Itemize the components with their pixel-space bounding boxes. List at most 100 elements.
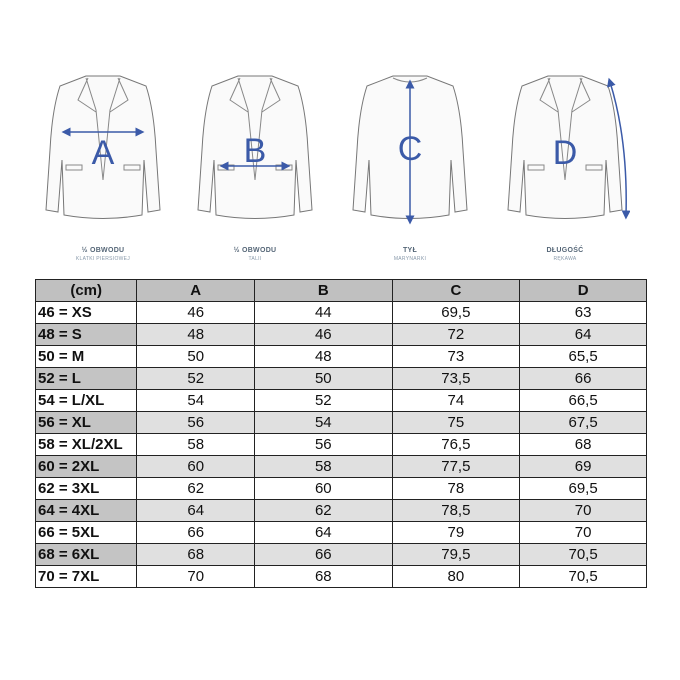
value-cell: 72 [391, 323, 521, 346]
size-cell: 48 = S [34, 323, 138, 346]
value-cell: 74 [391, 389, 521, 412]
table-row: 54 = L/XL 54 52 74 66,5 [34, 389, 647, 412]
value-cell: 77,5 [391, 455, 521, 478]
value-cell: 44 [254, 301, 393, 324]
pocket [585, 164, 603, 171]
column-header: D [519, 279, 647, 302]
value-cell: 64 [136, 499, 256, 522]
value-cell: 78 [391, 477, 521, 500]
measure-letter: A [92, 134, 115, 172]
value-cell: 58 [136, 433, 256, 456]
jacket-figure-c: C [345, 70, 475, 230]
lapel [229, 77, 281, 181]
figure-subtitle: TALII [248, 256, 262, 262]
value-cell: 79 [391, 521, 521, 544]
jacket-drawing: B [197, 75, 313, 219]
jacket-figure-a: A [38, 70, 168, 230]
table-row: 64 = 4XL 64 62 78,5 70 [34, 499, 647, 522]
figure-subtitle: KLATKI PIERSIOWEJ [75, 256, 131, 262]
value-cell: 58 [254, 455, 393, 478]
measure-letter: C [398, 130, 423, 168]
value-cell: 50 [254, 367, 393, 390]
lapel [539, 77, 591, 181]
value-cell: 68 [254, 565, 393, 588]
lapel [77, 77, 129, 181]
column-header: B [254, 279, 393, 302]
figure-label: ½ OBWODU KLATKI PIERSIOWEJ [33, 247, 173, 262]
value-cell: 69 [519, 455, 647, 478]
table-row: 56 = XL 56 54 75 67,5 [34, 411, 647, 434]
figure-label: ½ OBWODU TALII [185, 247, 325, 262]
value-cell: 46 [136, 301, 256, 324]
size-cell: 56 = XL [34, 411, 138, 434]
value-cell: 54 [136, 389, 256, 412]
table-row: 48 = S 48 46 72 64 [34, 323, 647, 346]
size-cell: 58 = XL/2XL [34, 433, 138, 456]
value-cell: 52 [254, 389, 393, 412]
figure-label: TYŁ MARYNARKI [340, 247, 480, 262]
size-cell: 52 = L [34, 367, 138, 390]
value-cell: 76,5 [391, 433, 521, 456]
table-row: 52 = L 52 50 73,5 66 [34, 367, 647, 390]
table-row: 58 = XL/2XL 58 56 76,5 68 [34, 433, 647, 456]
jacket-figure-b: B [190, 70, 320, 230]
value-cell: 70 [136, 565, 256, 588]
table-row: 46 = XS 46 44 69,5 63 [34, 301, 647, 324]
value-cell: 48 [254, 345, 393, 368]
table-row: 70 = 7XL 70 68 80 70,5 [34, 565, 647, 588]
value-cell: 62 [254, 499, 393, 522]
measure-arrow [607, 77, 631, 220]
value-cell: 64 [519, 323, 647, 346]
size-cell: 50 = M [34, 345, 138, 368]
table-row: 66 = 5XL 66 64 79 70 [34, 521, 647, 544]
value-cell: 46 [254, 323, 393, 346]
value-cell: 60 [136, 455, 256, 478]
column-header: (cm) [34, 279, 138, 302]
size-cell: 68 = 6XL [34, 543, 138, 566]
value-cell: 67,5 [519, 411, 647, 434]
figure-title: ½ OBWODU [233, 247, 277, 254]
size-cell: 70 = 7XL [34, 565, 138, 588]
size-cell: 60 = 2XL [34, 455, 138, 478]
value-cell: 79,5 [391, 543, 521, 566]
size-cell: 62 = 3XL [34, 477, 138, 500]
value-cell: 69,5 [519, 477, 647, 500]
value-cell: 78,5 [391, 499, 521, 522]
pocket [527, 164, 545, 171]
value-cell: 66 [136, 521, 256, 544]
table-row: 68 = 6XL 68 66 79,5 70,5 [34, 543, 647, 566]
figure-label: DŁUGOŚĆ RĘKAWA [495, 247, 635, 262]
value-cell: 66 [254, 543, 393, 566]
value-cell: 70 [519, 499, 647, 522]
figure-title: TYŁ [402, 247, 418, 254]
value-cell: 48 [136, 323, 256, 346]
jacket-drawing: A [45, 75, 161, 219]
figure-subtitle: MARYNARKI [393, 256, 427, 262]
value-cell: 52 [136, 367, 256, 390]
value-cell: 56 [136, 411, 256, 434]
header-row: (cm) A B C D [34, 279, 647, 302]
jacket-figure-d: D [500, 70, 631, 230]
jacket-drawing: C [352, 75, 468, 225]
column-header: A [136, 279, 256, 302]
value-cell: 64 [254, 521, 393, 544]
value-cell: 66,5 [519, 389, 647, 412]
value-cell: 70 [519, 521, 647, 544]
size-cell: 46 = XS [34, 301, 138, 324]
table-row: 50 = M 50 48 73 65,5 [34, 345, 647, 368]
value-cell: 80 [391, 565, 521, 588]
figure-title: DŁUGOŚĆ [546, 247, 584, 254]
value-cell: 70,5 [519, 543, 647, 566]
figure-subtitle: RĘKAWA [553, 256, 577, 262]
value-cell: 54 [254, 411, 393, 434]
pocket [65, 164, 83, 171]
value-cell: 68 [136, 543, 256, 566]
pocket [123, 164, 141, 171]
table-row: 60 = 2XL 60 58 77,5 69 [34, 455, 647, 478]
value-cell: 73 [391, 345, 521, 368]
jacket-outline [45, 75, 161, 219]
value-cell: 75 [391, 411, 521, 434]
value-cell: 66 [519, 367, 647, 390]
figure-title: ½ OBWODU [81, 247, 125, 254]
size-cell: 64 = 4XL [34, 499, 138, 522]
